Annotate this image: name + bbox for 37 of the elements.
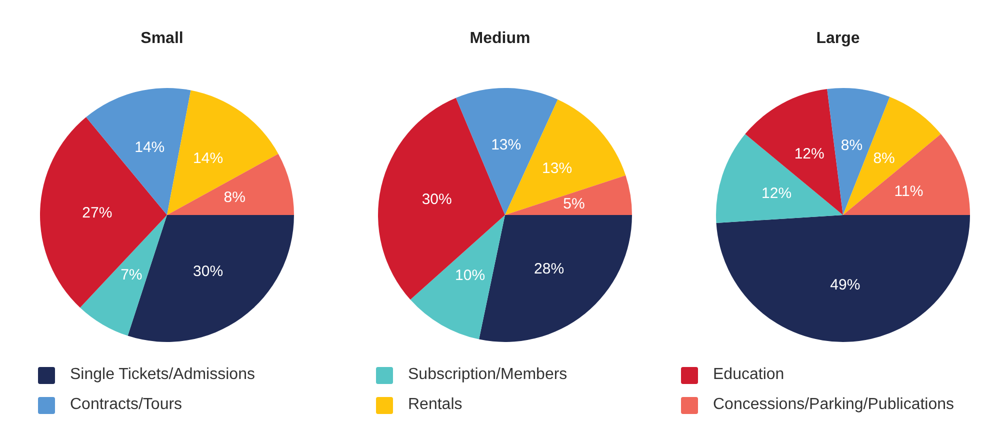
pie-slice	[167, 90, 278, 215]
data-label: 30%	[422, 191, 452, 208]
chart-title: Medium	[468, 30, 532, 48]
legend-label: Single Tickets/Admissions	[70, 366, 255, 384]
data-label: 30%	[193, 263, 224, 280]
pie-slice	[410, 215, 505, 340]
chart-title: Small	[140, 30, 184, 48]
pie-slice	[716, 134, 843, 223]
pie-slice	[40, 117, 167, 308]
pie-slice	[745, 89, 843, 215]
legend-label: Rentals	[408, 396, 462, 414]
pie-slice	[716, 215, 970, 342]
data-label: 27%	[82, 204, 112, 222]
data-label: 8%	[873, 150, 895, 167]
data-label: 11%	[894, 182, 924, 200]
legend-label: Concessions/Parking/Publications	[713, 396, 954, 414]
data-label: 5%	[563, 195, 585, 212]
data-label: 12%	[762, 184, 792, 202]
chart-title: Large	[815, 30, 861, 48]
legend-label: Contracts/Tours	[70, 396, 182, 414]
data-label: 13%	[542, 160, 572, 177]
data-label: 12%	[794, 145, 824, 162]
pie-slice	[505, 175, 632, 215]
data-label: 49%	[830, 276, 860, 294]
data-label: 14%	[193, 150, 224, 167]
legend-label: Education	[713, 366, 784, 384]
data-label: 14%	[134, 138, 165, 156]
data-label: 10%	[455, 266, 486, 284]
data-label: 8%	[224, 189, 246, 206]
pie-slice	[843, 96, 941, 215]
data-label: 28%	[534, 260, 564, 278]
legend-label: Subscription/Members	[408, 366, 568, 384]
pie-slice	[167, 154, 294, 215]
data-label: 7%	[120, 266, 142, 284]
data-label: 13%	[491, 136, 522, 154]
data-label: 8%	[840, 137, 863, 154]
pie-slice	[843, 134, 970, 215]
